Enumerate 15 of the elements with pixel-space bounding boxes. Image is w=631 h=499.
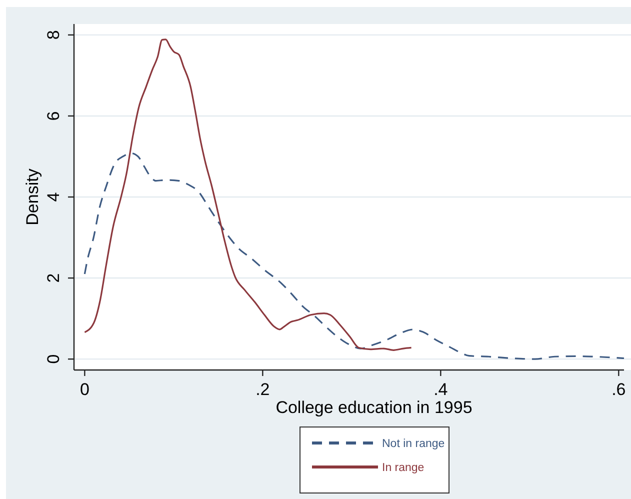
x-tick-label: 0 bbox=[80, 380, 90, 399]
text: Not in range bbox=[382, 438, 445, 450]
text: In range bbox=[382, 462, 424, 474]
y-tick-label: 8 bbox=[44, 30, 63, 40]
x-tick-label: .2 bbox=[256, 380, 270, 399]
y-tick-label: 6 bbox=[44, 111, 63, 121]
line-series bbox=[84, 38, 412, 351]
x-tick-label: .6 bbox=[612, 380, 626, 399]
y-tick-label: 2 bbox=[44, 273, 63, 283]
x-axis-title: College education in 1995 bbox=[276, 398, 472, 417]
y-tick-label: 0 bbox=[44, 354, 63, 364]
y-tick-label: 4 bbox=[44, 192, 63, 202]
y-axis-title: Density bbox=[23, 168, 42, 226]
x-tick-label: .4 bbox=[434, 380, 448, 399]
line-series bbox=[84, 152, 625, 360]
